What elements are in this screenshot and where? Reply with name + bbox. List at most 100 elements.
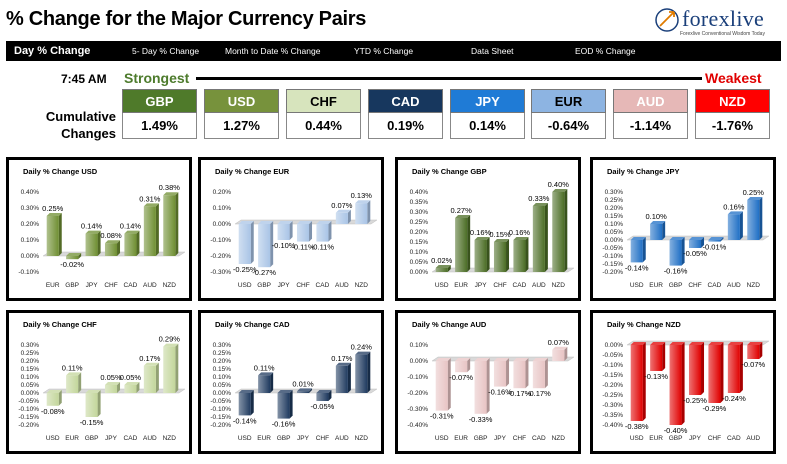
y-tick-label: -0.20% bbox=[602, 382, 623, 389]
data-label: -0.16% bbox=[664, 267, 688, 276]
y-tick-label: 0.05% bbox=[213, 382, 232, 389]
bar-gbp bbox=[258, 224, 271, 268]
bar-side bbox=[250, 221, 254, 264]
chart-chf: -0.20%-0.15%-0.10%-0.05%0.00%0.05%0.10%0… bbox=[18, 335, 186, 442]
data-label: -0.11% bbox=[311, 243, 335, 252]
bar-side bbox=[486, 358, 490, 414]
data-label: -0.17% bbox=[508, 389, 532, 398]
bar-jpy bbox=[493, 361, 507, 387]
y-tick-label: -0.10% bbox=[407, 374, 428, 381]
y-tick-label: 0.15% bbox=[410, 239, 429, 246]
data-label: 0.01% bbox=[292, 379, 314, 388]
data-label: -0.07% bbox=[449, 373, 473, 382]
y-tick-label: -0.10% bbox=[18, 406, 39, 413]
y-tick-label: -0.05% bbox=[18, 398, 39, 405]
currency-cumulative-value: 1.27% bbox=[204, 113, 279, 139]
currency-code: CAD bbox=[368, 89, 443, 113]
bar-side bbox=[367, 200, 371, 224]
bar-side bbox=[662, 342, 666, 371]
chart-panel-nzd: Daily % Change NZD -0.40% -0.35% -0.30% -0.… bbox=[590, 310, 776, 454]
y-tick-label: 0.10% bbox=[410, 249, 429, 256]
currency-cumulative-value: -1.76% bbox=[695, 113, 770, 139]
bar-side bbox=[78, 253, 82, 260]
bar-top bbox=[474, 237, 490, 240]
bar-aud bbox=[335, 212, 348, 224]
bar-side bbox=[467, 215, 471, 272]
bar-chf bbox=[493, 242, 507, 272]
bar-top bbox=[163, 192, 179, 196]
data-label: -0.08% bbox=[41, 407, 65, 416]
x-tick-label: CHF bbox=[104, 282, 117, 289]
data-label: 0.25% bbox=[42, 204, 64, 213]
bar-top bbox=[708, 237, 724, 240]
y-tick-label: 0.10% bbox=[21, 237, 40, 244]
currency-card-nzd: NZD -1.76% bbox=[695, 89, 770, 139]
chart-panel-chf: Daily % Change CHF -0.20% -0.15% -0.10% -0.… bbox=[6, 310, 192, 454]
bar-side bbox=[270, 221, 274, 268]
chart-panel-aud: Daily % Change AUD -0.40% -0.30% -0.20% -0.… bbox=[395, 310, 581, 454]
tab-5-day-change[interactable]: 5- Day % Change bbox=[132, 46, 200, 56]
y-tick-label: 0.10% bbox=[21, 374, 40, 381]
cumulative-label-line-2: Changes bbox=[61, 126, 116, 141]
data-label: 0.17% bbox=[139, 354, 161, 363]
bar-top bbox=[513, 237, 529, 240]
bar-side bbox=[447, 358, 451, 411]
y-tick-label: 0.20% bbox=[410, 229, 429, 236]
y-tick-label: 0.25% bbox=[21, 350, 40, 357]
data-label: -0.40% bbox=[664, 426, 688, 435]
bar-nzd bbox=[163, 346, 176, 393]
y-tick-label: -0.10% bbox=[602, 362, 623, 369]
tab-eod-change[interactable]: EOD % Change bbox=[575, 46, 636, 56]
data-label: 0.29% bbox=[159, 335, 181, 344]
data-label: 0.05% bbox=[120, 373, 142, 382]
bar-top bbox=[316, 390, 332, 393]
data-label: -0.11% bbox=[291, 243, 315, 252]
bar-nzd bbox=[355, 203, 368, 224]
x-tick-label: AUD bbox=[746, 435, 760, 442]
y-tick-label: -0.10% bbox=[18, 269, 39, 276]
forexlive-logo[interactable]: forexlive Forexlive Conventional Wisdom … bbox=[652, 4, 780, 40]
tab-data-sheet[interactable]: Data Sheet bbox=[471, 46, 514, 56]
y-tick-label: -0.30% bbox=[210, 269, 231, 276]
x-tick-label: AUD bbox=[335, 435, 349, 442]
bar-side bbox=[447, 265, 451, 272]
tab-day-change[interactable]: Day % Change bbox=[14, 45, 91, 57]
bar-top bbox=[669, 342, 685, 345]
currency-card-jpy: JPY 0.14% bbox=[450, 89, 525, 139]
y-tick-label: 0.20% bbox=[213, 189, 232, 196]
x-tick-label: JPY bbox=[297, 435, 310, 442]
logo-wordmark: forexlive bbox=[682, 6, 765, 31]
data-label: 0.11% bbox=[62, 363, 83, 372]
bar-aud bbox=[143, 365, 156, 393]
bar-jpy bbox=[277, 224, 290, 240]
x-tick-label: AUD bbox=[143, 282, 157, 289]
x-tick-label: GBP bbox=[669, 282, 683, 289]
data-label: 0.14% bbox=[120, 222, 142, 231]
currency-card-aud: AUD -1.14% bbox=[613, 89, 688, 139]
bar-top bbox=[435, 358, 451, 361]
bar-top bbox=[474, 358, 490, 361]
chart-title: Daily % Change JPY bbox=[607, 167, 680, 176]
bar-side bbox=[117, 382, 121, 393]
tab-month-to-date-change[interactable]: Month to Date % Change bbox=[225, 46, 321, 56]
bar-top bbox=[46, 390, 62, 393]
bar-side bbox=[701, 342, 705, 395]
bar-cad bbox=[708, 240, 721, 242]
bar-side bbox=[328, 390, 332, 401]
x-tick-label: EUR bbox=[65, 435, 79, 442]
currency-code: NZD bbox=[695, 89, 770, 113]
cumulative-changes-label: Cumulative Changes bbox=[40, 108, 116, 142]
y-tick-label: 0.05% bbox=[410, 259, 429, 266]
bar-top bbox=[277, 221, 293, 224]
bar-top bbox=[532, 358, 548, 361]
y-tick-label: 0.20% bbox=[21, 358, 40, 365]
data-label: -0.05% bbox=[683, 249, 707, 258]
y-tick-label: 0.40% bbox=[410, 189, 429, 196]
bar-side bbox=[250, 390, 254, 416]
bar-side bbox=[467, 358, 471, 373]
tab-ytd-change[interactable]: YTD % Change bbox=[354, 46, 414, 56]
bar-nzd bbox=[552, 192, 565, 272]
bar-top bbox=[455, 215, 471, 218]
y-tick-label: 0.25% bbox=[213, 350, 232, 357]
data-label: -0.15% bbox=[80, 418, 104, 427]
